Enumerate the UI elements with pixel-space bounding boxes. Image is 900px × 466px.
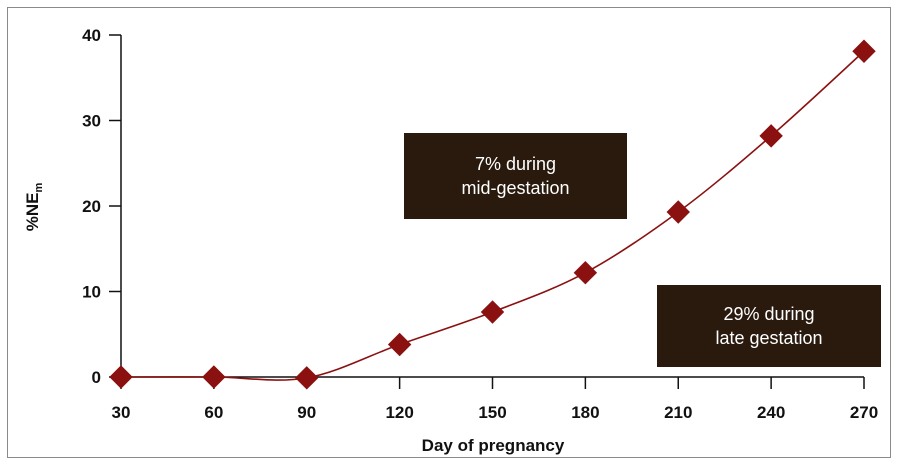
annotation-line: mid-gestation (461, 178, 570, 198)
x-tick-label: 240 (757, 403, 785, 422)
data-markers (109, 39, 876, 390)
axes: 0 10 20 30 40 30 60 90 120 150 180 210 240 270 (82, 26, 878, 422)
x-tick-label: 180 (571, 403, 599, 422)
data-point (852, 39, 876, 63)
x-axis-title: Day of pregnancy (422, 436, 565, 455)
chart-frame (7, 7, 891, 458)
y-tick-label: 10 (82, 283, 101, 302)
data-point (295, 366, 319, 390)
x-tick-label: 90 (297, 403, 316, 422)
y-tick-label: 20 (82, 197, 101, 216)
data-point (573, 260, 598, 285)
x-tick-label: 210 (664, 403, 692, 422)
annotation-line: 29% during (723, 304, 815, 324)
annotation-line: 7% during (474, 154, 557, 174)
data-point (666, 200, 690, 224)
annotation-mid-gestation: 7% during mid-gestation (404, 133, 627, 219)
y-axis-title: %NEm (23, 183, 45, 232)
series-path (120, 50, 865, 381)
y-axis-title-main: %NE (23, 193, 42, 232)
data-point (202, 365, 226, 389)
y-axis-title-sub: m (33, 183, 45, 193)
y-tick-label: 30 (82, 112, 101, 131)
x-tick-label: 270 (850, 403, 878, 422)
x-tick-label: 120 (385, 403, 413, 422)
series-line (120, 50, 865, 381)
x-tick-label: 150 (478, 403, 506, 422)
x-tick-label: 30 (112, 403, 131, 422)
y-tick-label: 0 (92, 368, 101, 387)
annotation-line: late gestation (715, 328, 823, 348)
data-point (109, 365, 133, 389)
data-point (480, 300, 505, 324)
data-point (387, 332, 412, 357)
data-point (759, 124, 783, 148)
y-tick-label: 40 (82, 26, 101, 45)
annotation-late-gestation: 29% during late gestation (657, 285, 881, 367)
x-tick-label: 60 (204, 403, 223, 422)
